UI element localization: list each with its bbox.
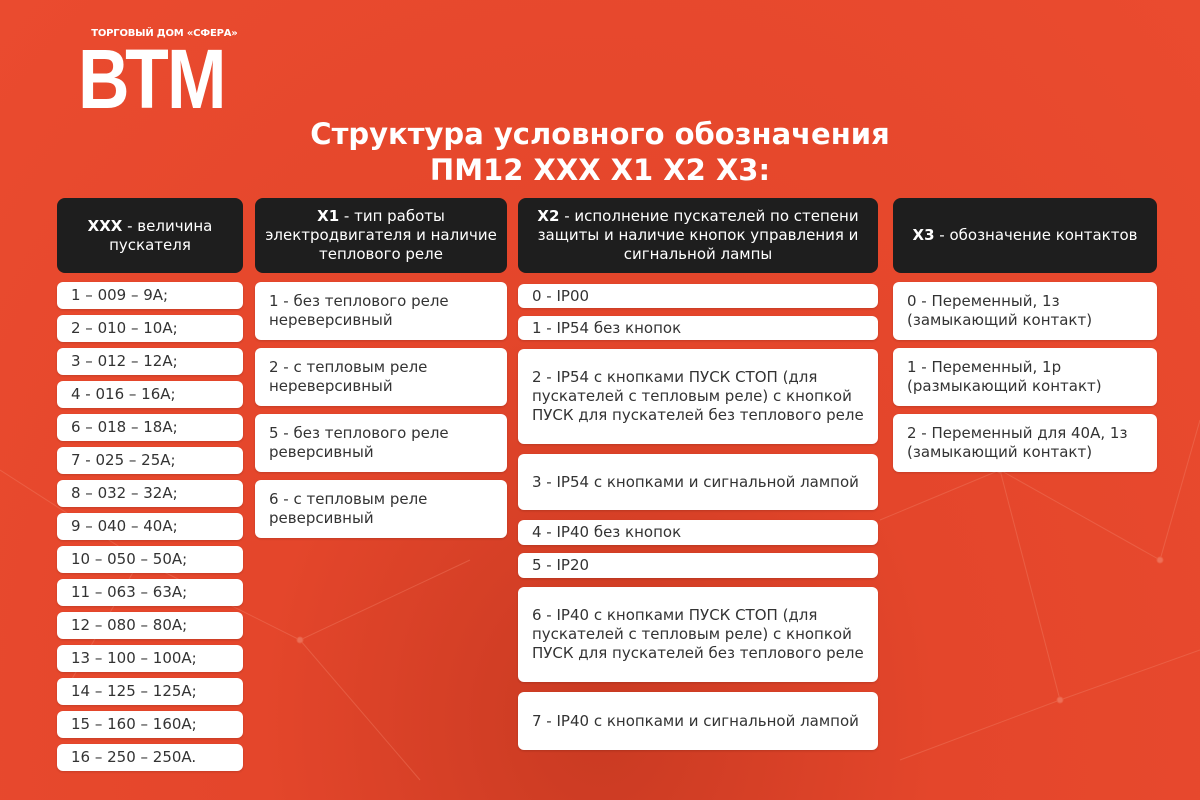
header-code: XXX bbox=[87, 216, 123, 235]
list-item: 1 – 009 – 9A; bbox=[57, 282, 243, 309]
list-item: 4 - IP40 без кнопок bbox=[518, 520, 878, 545]
list-item: 9 – 040 – 40A; bbox=[57, 513, 243, 540]
logo-mark: ВТМ bbox=[78, 32, 227, 126]
list-item: 11 – 063 – 63A; bbox=[57, 579, 243, 606]
column-x2: X2 - исполнение пускателей по степени за… bbox=[518, 198, 878, 273]
list-item: 0 - IP00 bbox=[518, 284, 878, 308]
column-header: X2 - исполнение пускателей по степени за… bbox=[518, 198, 878, 273]
page-title: Структура условного обозначения ПМ12 XXX… bbox=[0, 116, 1200, 188]
logo-subtitle: ТОРГОВЫЙ ДОМ «СФЕРА» bbox=[91, 28, 238, 39]
list-item: 2 - Переменный для 40А, 1з (замыкающий к… bbox=[893, 414, 1157, 472]
column-xxx: XXX - величина пускателя bbox=[57, 198, 243, 273]
header-description: - величина пускателя bbox=[109, 216, 213, 254]
list-item: 7 - IP40 с кнопками и сигнальной лампой bbox=[518, 692, 878, 750]
list-item: 2 – 010 – 10A; bbox=[57, 315, 243, 342]
column-x3: X3 - обозначение контактов bbox=[893, 198, 1157, 273]
title-line-1: Структура условного обозначения bbox=[310, 117, 890, 151]
column-header: X3 - обозначение контактов bbox=[893, 198, 1157, 273]
list-item: 16 – 250 – 250A. bbox=[57, 744, 243, 771]
header-description: - тип работы электродвигателя и наличие … bbox=[265, 207, 497, 263]
list-item: 13 – 100 – 100A; bbox=[57, 645, 243, 672]
header-description: - обозначение контактов bbox=[934, 226, 1138, 244]
list-item: 6 - с тепловым реле реверсивный bbox=[255, 480, 507, 538]
list-item: 6 - IP40 с кнопками ПУСК СТОП (для пуска… bbox=[518, 587, 878, 682]
header-code: X2 bbox=[537, 207, 560, 225]
list-item: 3 – 012 – 12A; bbox=[57, 348, 243, 375]
list-item: 2 - IP54 с кнопками ПУСК СТОП (для пуска… bbox=[518, 349, 878, 444]
header-description: - исполнение пускателей по степени защит… bbox=[537, 207, 859, 263]
list-item: 6 – 018 – 18A; bbox=[57, 414, 243, 441]
logo: ТОРГОВЫЙ ДОМ «СФЕРА» ВТМ bbox=[78, 28, 251, 126]
list-item: 10 – 050 – 50A; bbox=[57, 546, 243, 573]
column-header: XXX - величина пускателя bbox=[57, 198, 243, 273]
column-x1: X1 - тип работы электродвигателя и налич… bbox=[255, 198, 507, 273]
list-item: 2 - с тепловым реле нереверсивный bbox=[255, 348, 507, 406]
list-item: 7 - 025 – 25A; bbox=[57, 447, 243, 474]
list-item: 12 – 080 – 80A; bbox=[57, 612, 243, 639]
list-item: 1 - IP54 без кнопок bbox=[518, 316, 878, 340]
list-item: 3 - IP54 с кнопками и сигнальной лампой bbox=[518, 454, 878, 510]
list-item: 5 - без теплового реле реверсивный bbox=[255, 414, 507, 472]
column-header: X1 - тип работы электродвигателя и налич… bbox=[255, 198, 507, 273]
title-line-2: ПМ12 XXX X1 X2 X3: bbox=[429, 153, 771, 187]
header-code: X3 bbox=[912, 226, 935, 244]
list-item: 1 - без теплового реле нереверсивный bbox=[255, 282, 507, 340]
header-code: X1 bbox=[317, 207, 340, 225]
list-item: 1 - Переменный, 1р (размыкающий контакт) bbox=[893, 348, 1157, 406]
list-item: 15 – 160 – 160A; bbox=[57, 711, 243, 738]
list-item: 14 – 125 – 125A; bbox=[57, 678, 243, 705]
list-item: 5 - IP20 bbox=[518, 553, 878, 578]
list-item: 0 - Переменный, 1з (замыкающий контакт) bbox=[893, 282, 1157, 340]
list-item: 8 – 032 – 32A; bbox=[57, 480, 243, 507]
list-item: 4 - 016 – 16A; bbox=[57, 381, 243, 408]
